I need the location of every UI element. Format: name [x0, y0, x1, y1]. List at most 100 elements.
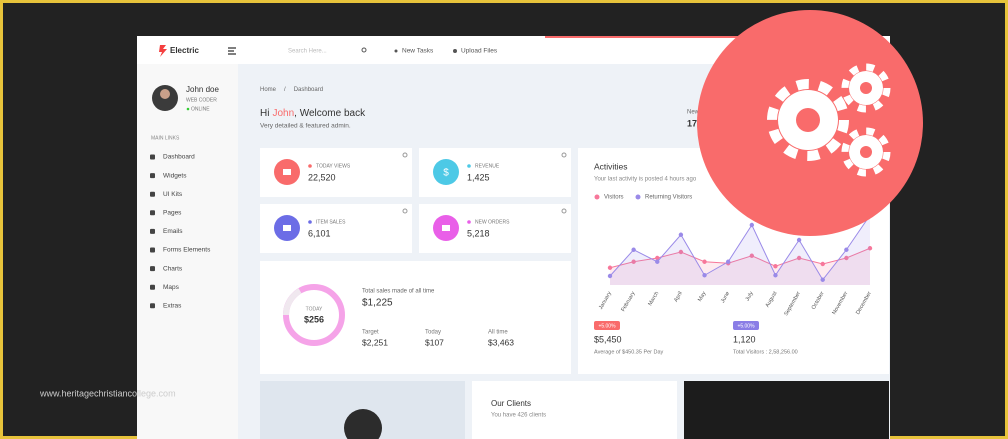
menu-icon: [150, 284, 155, 290]
stat-value: 6,101: [308, 228, 331, 238]
footer-value: $5,450: [594, 334, 622, 344]
footer-note: Total Visitors : 2,58,256.00: [733, 349, 798, 355]
client-photo: [344, 409, 382, 439]
menu-icon: [150, 191, 155, 197]
search-input[interactable]: Search Here...: [288, 49, 327, 55]
clients-card: [472, 381, 677, 439]
stat-icon: [433, 159, 459, 185]
x-tick-label: May: [697, 291, 708, 303]
menu-item[interactable]: Charts: [163, 265, 183, 272]
menu-item[interactable]: UI Kits: [163, 191, 183, 198]
link-icon: [394, 49, 398, 53]
stat-icon-glyph: [283, 169, 291, 175]
gear-hole: [860, 82, 872, 94]
brand: Electric: [170, 46, 199, 55]
point: [820, 277, 825, 282]
menu-item[interactable]: Extras: [163, 303, 182, 310]
clients-title: Our Clients: [491, 399, 531, 408]
sales-item-label: Today: [425, 330, 441, 336]
stat-dot: [467, 164, 471, 168]
refresh-icon[interactable]: [561, 152, 567, 158]
gear-teeth: [841, 127, 891, 177]
point: [773, 273, 778, 278]
point: [844, 255, 849, 261]
avatar-face: [160, 89, 170, 99]
menu-icon: [150, 154, 155, 160]
point: [702, 273, 707, 278]
sales-item-value: $107: [425, 337, 444, 347]
total-value: $1,225: [362, 298, 393, 309]
nav-link[interactable]: New Tasks: [402, 48, 434, 55]
activities-subtitle: Your last activity is posted 4 hours ago: [594, 177, 697, 183]
sales-item-label: Target: [362, 330, 379, 336]
status-dot: [186, 107, 190, 111]
x-tick-label: June: [720, 291, 731, 304]
nav-link[interactable]: Upload Files: [461, 48, 498, 55]
gear-teeth: [841, 63, 891, 113]
user-name: John doe: [186, 85, 219, 94]
donut-label: TODAY: [306, 306, 323, 312]
gear-teeth: [767, 79, 849, 161]
point: [796, 255, 802, 261]
point: [796, 237, 802, 243]
stat-value: 1,425: [467, 172, 490, 182]
badge: [733, 321, 759, 330]
user-status: ONLINE: [191, 106, 210, 112]
refresh-icon[interactable]: [402, 208, 408, 214]
donut-value: $256: [304, 314, 324, 324]
point: [607, 273, 613, 279]
point: [631, 247, 636, 252]
stat-label: ITEM SALES: [316, 219, 346, 225]
point: [749, 253, 755, 258]
section-label: MAIN LINKS: [151, 135, 180, 141]
crumb: Dashboard: [294, 87, 323, 93]
menu-icon: [150, 173, 155, 179]
stat-label: NEW ORDERS: [475, 219, 510, 225]
gear-hole: [860, 146, 872, 158]
menu-item[interactable]: Maps: [163, 284, 180, 291]
stat-icon-glyph: $: [443, 168, 449, 179]
brand-logo: [159, 45, 167, 57]
menu-icon: [150, 266, 155, 272]
separator: /: [284, 87, 286, 93]
badge-text: +5.00%: [598, 323, 616, 329]
menu-icon: [150, 210, 155, 216]
sales-card: [260, 261, 571, 374]
donut-rest: [283, 288, 302, 316]
sales-item-value: $2,251: [362, 337, 388, 347]
menu-icon: [150, 247, 155, 253]
stat-icon-glyph: [442, 225, 450, 231]
refresh-icon[interactable]: [402, 152, 408, 158]
menu-item[interactable]: Widgets: [163, 172, 187, 179]
greeting-name: John: [272, 108, 294, 119]
greeting-suffix: , Welcome back: [294, 108, 366, 119]
search-icon[interactable]: [361, 47, 367, 53]
top-accent: [545, 36, 760, 38]
series-area: [610, 248, 870, 285]
point: [844, 247, 849, 252]
breadcrumb: Home / Dashboard: [260, 87, 323, 93]
activities-title: Activities: [594, 161, 628, 171]
menu-toggle[interactable]: [228, 47, 236, 55]
user-role: WEB CODER: [186, 97, 217, 103]
stat-dot: [308, 164, 312, 168]
x-tick-label: April: [673, 291, 684, 304]
total-label: Total sales made of all time: [362, 289, 435, 295]
point: [655, 255, 660, 261]
menu-item[interactable]: Emails: [163, 228, 183, 235]
refresh-icon[interactable]: [561, 208, 567, 214]
point: [773, 264, 778, 269]
point: [631, 259, 636, 264]
legend-swatch: [594, 194, 600, 200]
point: [749, 222, 755, 228]
legend-label: Visitors: [604, 195, 624, 201]
menu-icon: [150, 228, 155, 234]
point: [655, 259, 660, 264]
crumb[interactable]: Home: [260, 87, 277, 93]
menu-item[interactable]: Forms Elements: [163, 247, 211, 254]
menu-item[interactable]: Pages: [163, 210, 182, 217]
menu-item[interactable]: Dashboard: [163, 154, 195, 161]
gears: [767, 63, 891, 177]
sales-item-label: All time: [488, 330, 508, 336]
